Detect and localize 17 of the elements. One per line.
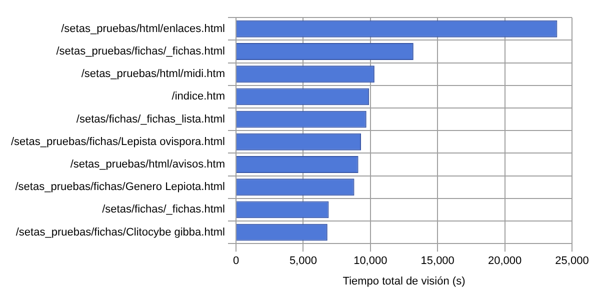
x-tick-label: 20,000 — [488, 255, 522, 268]
x-axis-title: Tiempo total de visión (s) — [342, 275, 466, 288]
y-tick-label: /setas/fichas/_fichas_lista.html — [76, 113, 226, 126]
y-tick-label: /setas_pruebas/html/midi.htm — [81, 68, 226, 80]
y-tick-label: /setas_pruebas/html/avisos.htm — [70, 158, 226, 171]
y-tick-label: /setas_pruebas/html/enlaces.html — [61, 22, 226, 35]
y-tick-label: /setas/fichas/_fichas.html — [102, 204, 226, 216]
y-tick-label: /setas_pruebas/fichas/_fichas.html — [56, 46, 226, 58]
x-tick-label: 10,000 — [354, 255, 388, 268]
x-tick-label: 25,000 — [555, 255, 589, 268]
y-tick-label: /setas_pruebas/fichas/Genero Lepiota.html — [15, 181, 226, 194]
y-tick-label: /indice.htm — [172, 90, 226, 103]
x-tick-label: 0 — [232, 255, 240, 268]
y-tick-label: /setas_pruebas/fichas/Lepista ovispora.html — [10, 136, 226, 148]
y-tick-label: /setas_pruebas/fichas/Clitocybe gibba.html — [16, 226, 226, 238]
x-tick-label: 5,000 — [289, 255, 317, 268]
x-tick-label: 15,000 — [420, 255, 454, 268]
